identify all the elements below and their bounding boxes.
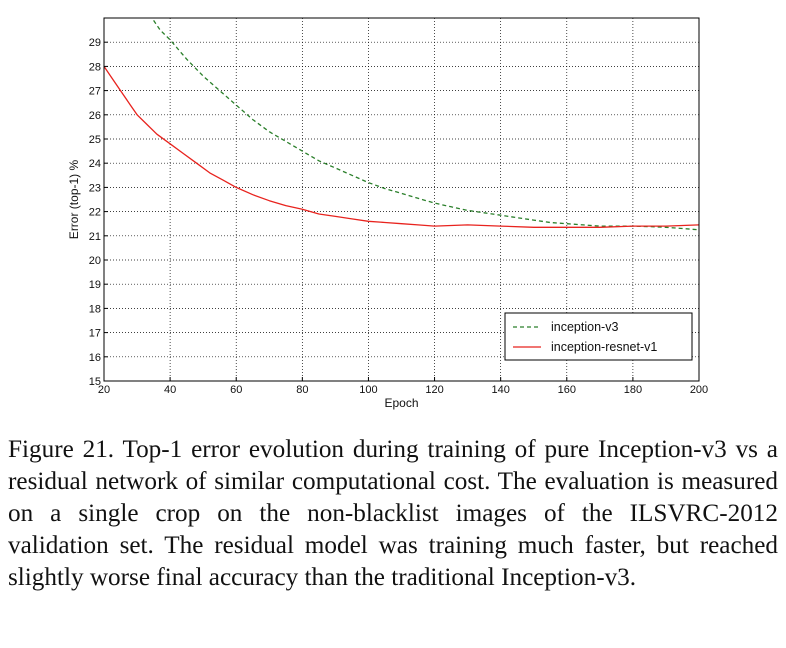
line-chart: 20 40 60 80 100 120 140 160 180 200 15 16 17 18 19 20 21… — [67, 17, 708, 410]
y-tick-label: 15 — [89, 376, 101, 388]
x-tick-label: 160 — [558, 384, 576, 396]
y-axis-label: Error (top-1) % — [67, 160, 81, 240]
y-tick-label: 17 — [89, 328, 101, 340]
x-tick-label: 120 — [425, 384, 443, 396]
x-tick-label: 60 — [230, 384, 242, 396]
y-tick-label: 27 — [89, 86, 101, 98]
x-tick-label: 80 — [296, 384, 308, 396]
legend-box — [504, 312, 693, 361]
series-layer — [104, 20, 699, 231]
y-tick-label: 21 — [89, 231, 101, 243]
grid — [104, 18, 699, 381]
legend-label-inception-v3: inception-v3 — [551, 320, 618, 334]
y-tick-label: 18 — [89, 303, 101, 315]
x-tick-label: 140 — [491, 384, 509, 396]
y-tick-label: 26 — [89, 110, 101, 122]
x-axis-label: Epoch — [384, 396, 418, 410]
plot-frame — [103, 17, 700, 382]
y-tick-label: 29 — [89, 37, 101, 49]
y-tick-label: 25 — [89, 134, 101, 146]
y-tick-label: 23 — [89, 182, 101, 194]
y-tick-label: 28 — [89, 61, 101, 73]
x-tick-label: 20 — [98, 384, 110, 396]
x-tick-label: 180 — [624, 384, 642, 396]
x-tick-label: 200 — [690, 384, 708, 396]
x-tick-label: 40 — [164, 384, 176, 396]
legend: inception-v3 inception-resnet-v1 — [504, 312, 693, 361]
series-line-inception-v3 — [153, 20, 699, 231]
y-tick-label: 19 — [89, 279, 101, 291]
ticks: 20 40 60 80 100 120 140 160 180 200 15 16 17 18 19 20 21… — [89, 37, 708, 396]
y-tick-label: 16 — [89, 352, 101, 364]
series-line-inception-resnet-v1 — [104, 66, 699, 228]
figure-caption: Figure 21. Top-1 error evolution during … — [8, 436, 778, 591]
y-tick-label: 20 — [89, 255, 101, 267]
figure: 20 40 60 80 100 120 140 160 180 200 15 16 17 18 19 20 21… — [67, 17, 708, 410]
x-tick-label: 100 — [359, 384, 377, 396]
y-tick-label: 24 — [89, 158, 101, 170]
y-tick-label: 22 — [89, 207, 101, 219]
legend-label-inception-resnet-v1: inception-resnet-v1 — [551, 340, 657, 354]
